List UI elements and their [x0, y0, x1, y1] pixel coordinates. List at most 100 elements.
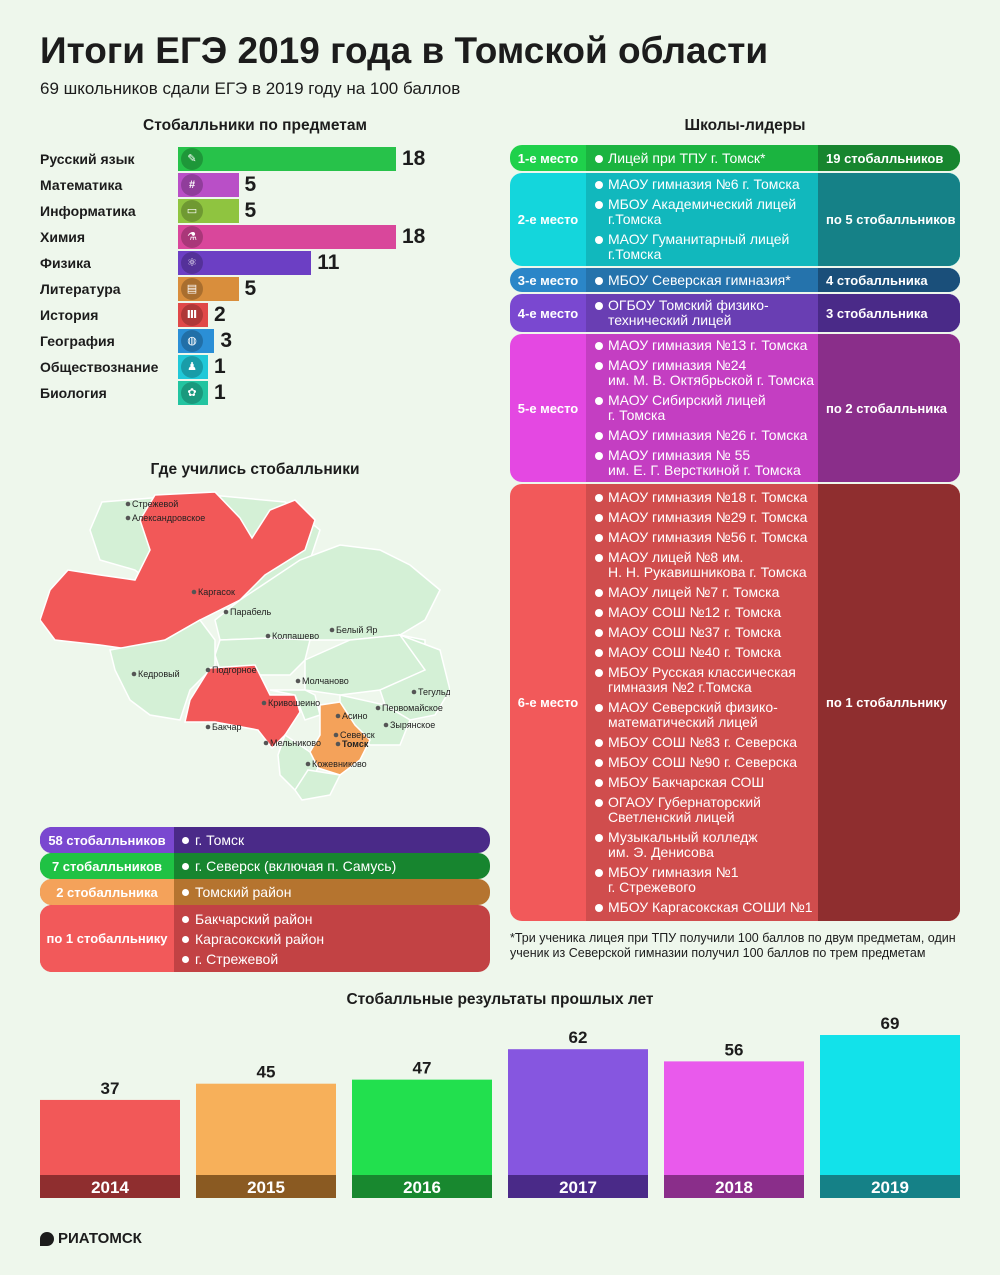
subject-value: 5 — [244, 173, 257, 196]
school-name: г.Томска — [608, 246, 662, 262]
town-dot — [131, 671, 137, 677]
leader-row: 5-е место по 2 стобалльника МАОУ гимназия … — [510, 334, 960, 482]
city-row: 2 стобалльника Томский район — [40, 879, 490, 905]
subject-label: История — [40, 307, 99, 323]
bullet-dot — [595, 739, 603, 747]
icon-glyph: ▭ — [186, 205, 198, 217]
town-label: Колпашево — [272, 631, 319, 641]
school-name: гимназия №2 г.Томска — [608, 679, 752, 695]
subject-label: География — [40, 333, 115, 349]
subject-value: 3 — [220, 329, 233, 352]
town-dot — [335, 713, 341, 719]
school-name: Музыкальный колледж — [608, 829, 758, 845]
subject-bar — [178, 381, 208, 405]
book-icon: ▤ — [178, 276, 208, 302]
subject-bar — [178, 303, 208, 327]
town-label: Северск — [340, 730, 375, 740]
bullet-dot — [182, 915, 189, 923]
year-bar — [352, 1079, 492, 1175]
icon-disc — [181, 278, 203, 300]
count-label: 3 стобалльника — [818, 294, 960, 332]
town-dot — [265, 633, 271, 639]
bullet-dot — [595, 704, 603, 712]
bullet-dot — [595, 779, 603, 787]
town-dot — [261, 700, 267, 706]
leader-row: 4-е место 3 стобалльника ОГБОУ Томский физ… — [510, 294, 960, 332]
subject-label: Русский язык — [40, 151, 135, 167]
icon-glyph: # — [188, 179, 196, 191]
subject-value: 5 — [244, 199, 257, 222]
city-row: по 1 стобалльнику Бакчарский район Каргасо… — [40, 905, 490, 972]
bullet-dot — [595, 452, 603, 460]
place-label: 4-е место — [517, 305, 579, 321]
town-dot — [305, 761, 311, 767]
page-title: Итоги ЕГЭ 2019 года в Томской области — [40, 30, 769, 71]
town-label: Зырянское — [390, 720, 435, 730]
icon-disc — [181, 356, 203, 378]
district-shape — [294, 769, 342, 801]
school-name: МАОУ СОШ №37 г. Томска — [608, 624, 782, 640]
ria-tomsk-logo: РИАТОМСК — [40, 1230, 142, 1247]
district-shape — [109, 619, 216, 721]
subject-value: 1 — [214, 381, 226, 404]
place-label: 5-е место — [517, 400, 579, 416]
school-name: МБОУ Русская классическая — [608, 664, 796, 680]
city-name: г. Стрежевой — [195, 950, 279, 967]
subject-bar — [178, 355, 208, 379]
subject-label: Математика — [40, 177, 123, 193]
school-name: МАОУ гимназия № 55 — [608, 447, 751, 463]
subject-bar — [178, 147, 396, 171]
icon-glyph: Ⅲ — [186, 309, 198, 321]
school-name: МАОУ Северский физико- — [608, 699, 778, 715]
school-name: ОГАОУ Губернаторский — [608, 794, 761, 810]
year-tick-label: 2015 — [247, 1178, 285, 1197]
bullet-dot — [595, 362, 603, 370]
year-tick-label: 2019 — [871, 1178, 909, 1197]
bullet-dot — [595, 494, 603, 502]
town-label: Тегульдет — [418, 687, 450, 697]
leaders-title: Школы-лидеры — [684, 117, 806, 134]
place-label: 1-е место — [517, 150, 579, 166]
year-strip — [196, 1175, 336, 1198]
icon-glyph: ♟ — [187, 361, 197, 373]
bullet-dot — [595, 236, 603, 244]
city-row: 7 стобалльников г. Северск (включая п. Са… — [40, 853, 490, 879]
year-tick-label: 2017 — [559, 1178, 597, 1197]
icon-disc — [181, 174, 203, 196]
subject-label: Биология — [40, 385, 107, 401]
bullet-dot — [595, 629, 603, 637]
town-label: Подгорное — [212, 665, 257, 675]
leader-row: 1-е место 19 стобалльников Лицей при ТПУ г… — [510, 145, 960, 171]
year-value-label: 47 — [413, 1059, 432, 1078]
city-row: 58 стобалльников г. Томск — [40, 827, 490, 853]
school-name: г.Томска — [608, 211, 662, 227]
leader-row: 2-е место по 5 стобалльников МАОУ гимназия… — [510, 173, 960, 266]
city-count: 58 стобалльников — [40, 827, 174, 853]
bullet-dot — [182, 955, 189, 963]
school-name: Н. Н. Рукавишникова г. Томска — [608, 564, 807, 580]
school-name: им. М. В. Октябрьской г. Томска — [608, 372, 815, 388]
logo-text: РИАТОМСК — [58, 1230, 142, 1247]
town-dot — [263, 740, 269, 746]
bullet-dot — [595, 869, 603, 877]
icon-disc — [181, 304, 203, 326]
town-label: Первомайское — [382, 703, 443, 713]
year-value-label: 69 — [881, 1014, 900, 1033]
year-tick-label: 2014 — [91, 1178, 129, 1197]
school-name: МБОУ Академический лицей — [608, 196, 797, 212]
computer-icon: ▭ — [178, 198, 208, 224]
town-label: Бакчар — [212, 722, 242, 732]
subject-value: 5 — [244, 277, 257, 300]
school-name: МАОУ лицей №8 им. — [608, 549, 744, 565]
place-label: 3-е место — [517, 272, 579, 288]
school-name: Лицей при ТПУ г. Томск* — [608, 149, 766, 166]
school-name: МАОУ СОШ №40 г. Томска — [608, 644, 782, 660]
count-label: 19 стобалльников — [818, 145, 960, 171]
year-value-label: 45 — [257, 1063, 276, 1082]
atom-icon: ⚛ — [178, 250, 208, 276]
years-bar-chart: 2014 37 2015 45 2016 47 2017 62 2018 56 2019 69 — [40, 1014, 960, 1198]
subjects-title: Стобалльники по предметам — [143, 117, 367, 134]
page-subtitle: 69 школьников сдали ЕГЭ в 2019 году на 1… — [40, 79, 461, 98]
count-label: по 2 стобалльника — [818, 334, 960, 482]
town-dot — [205, 667, 211, 673]
